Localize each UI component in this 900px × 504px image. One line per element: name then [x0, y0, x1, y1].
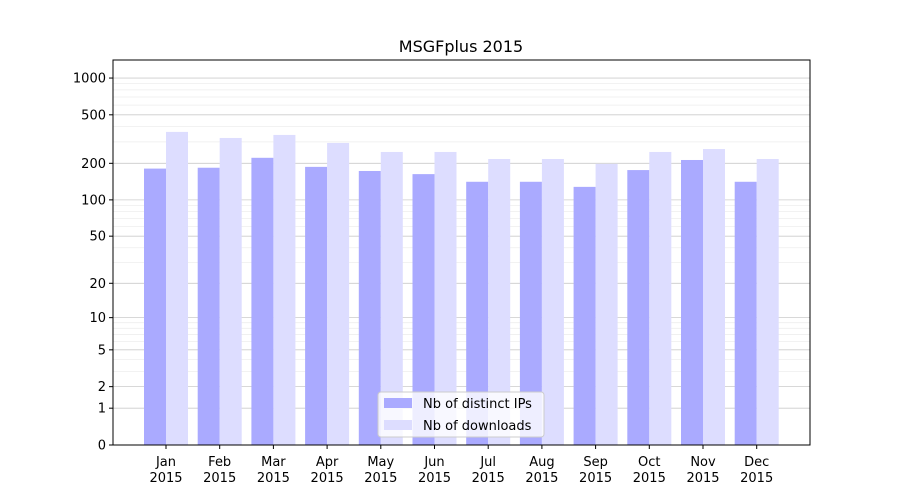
bar-downloads — [273, 134, 296, 445]
legend-label-ips: Nb of distinct IPs — [423, 397, 532, 412]
y-tick-label: 20 — [89, 277, 106, 292]
x-tick-label-year: 2015 — [203, 471, 236, 486]
x-tick-label-month: Oct — [638, 455, 660, 470]
x-tick-label-month: Jul — [479, 455, 496, 470]
y-axis: 0 1 2 5 10 20 50 100 200 500 1000 — [73, 72, 113, 454]
bar-distinct-ips — [573, 186, 596, 445]
bar-distinct-ips — [251, 157, 274, 446]
legend-swatch-downloads — [384, 420, 412, 430]
x-tick-label-month: May — [367, 455, 394, 470]
plot-frame — [112, 59, 811, 446]
bar-distinct-ips — [627, 170, 650, 445]
x-tick-label-month: Apr — [316, 455, 339, 470]
legend-box — [377, 391, 545, 438]
y-tick-label: 0 — [98, 439, 106, 454]
bar-downloads — [166, 131, 188, 446]
x-tick-label-year: 2015 — [418, 471, 451, 486]
bar-downloads — [595, 163, 618, 445]
bar-downloads — [756, 159, 779, 445]
x-axis: Jan2015Feb2015Mar2015Apr2015May2015Jun20… — [149, 445, 773, 486]
x-tick-label-year: 2015 — [633, 471, 666, 486]
y-tick-label: 5 — [98, 343, 106, 358]
legend: Nb of distinct IPs Nb of downloads — [377, 391, 545, 438]
y-tick-label: 1 — [98, 402, 106, 417]
bar-downloads — [541, 159, 564, 445]
bar-downloads — [649, 151, 672, 445]
y-tick-label: 50 — [89, 230, 106, 245]
bar-downloads — [434, 151, 457, 445]
bar-downloads — [327, 142, 350, 445]
bar-downloads — [488, 159, 511, 445]
bar-distinct-ips — [734, 181, 757, 445]
x-tick-label-month: Aug — [529, 455, 554, 470]
y-tick-label: 1000 — [73, 72, 106, 87]
bar-distinct-ips — [519, 181, 542, 445]
x-tick-label-year: 2015 — [257, 471, 290, 486]
x-tick-label-year: 2015 — [364, 471, 397, 486]
x-tick-label-month: Feb — [208, 455, 231, 470]
bar-distinct-ips — [466, 181, 489, 445]
x-tick-label-year: 2015 — [472, 471, 505, 486]
legend-swatch-ips — [384, 398, 412, 408]
x-tick-label-year: 2015 — [311, 471, 344, 486]
x-tick-label-year: 2015 — [740, 471, 773, 486]
bar-distinct-ips — [197, 167, 220, 445]
x-tick-label-year: 2015 — [686, 471, 719, 486]
x-tick-label-month: Sep — [583, 455, 608, 470]
bar-distinct-ips — [681, 159, 703, 445]
legend-label-downloads: Nb of downloads — [423, 419, 532, 434]
bar-distinct-ips — [358, 170, 381, 445]
x-tick-label-month: Jun — [423, 455, 444, 470]
bars — [144, 131, 779, 446]
chart-title: MSGFplus 2015 — [399, 37, 523, 56]
bar-distinct-ips — [412, 174, 435, 445]
bar-downloads — [380, 151, 403, 445]
x-tick-label-month: Jan — [155, 455, 176, 470]
bar-downloads — [703, 149, 725, 445]
bar-distinct-ips — [144, 168, 166, 445]
x-tick-label-year: 2015 — [525, 471, 558, 486]
y-tick-label: 200 — [81, 157, 106, 172]
x-tick-label-month: Mar — [261, 455, 286, 470]
x-tick-label-year: 2015 — [149, 471, 182, 486]
x-tick-label-month: Dec — [744, 455, 769, 470]
bar-distinct-ips — [305, 166, 328, 446]
x-tick-label-year: 2015 — [579, 471, 612, 486]
bar-downloads — [219, 137, 242, 446]
y-tick-label: 2 — [98, 380, 106, 395]
y-tick-label: 100 — [81, 193, 106, 208]
y-tick-label: 10 — [89, 311, 106, 326]
y-tick-label: 500 — [81, 108, 106, 123]
x-tick-label-month: Nov — [690, 455, 716, 470]
